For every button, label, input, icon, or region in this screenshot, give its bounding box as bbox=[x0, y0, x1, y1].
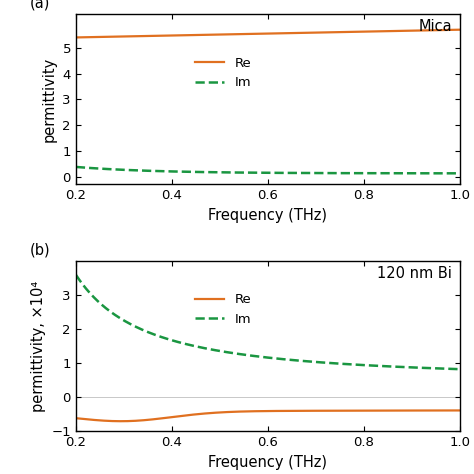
Re bbox=[457, 408, 463, 413]
Re bbox=[142, 417, 147, 423]
Y-axis label: permittivity: permittivity bbox=[42, 57, 57, 142]
Im bbox=[362, 170, 368, 176]
Re bbox=[118, 419, 124, 424]
Im bbox=[299, 358, 305, 364]
Im bbox=[172, 169, 177, 174]
Text: 120 nm Bi: 120 nm Bi bbox=[377, 266, 452, 281]
Re bbox=[172, 33, 177, 38]
Text: (a): (a) bbox=[30, 0, 50, 11]
Re bbox=[329, 29, 335, 35]
Im bbox=[73, 164, 79, 170]
Im bbox=[73, 272, 79, 278]
Re bbox=[330, 408, 336, 413]
Re bbox=[73, 35, 79, 40]
Im bbox=[172, 338, 177, 344]
Im bbox=[246, 170, 252, 175]
Re bbox=[246, 31, 252, 37]
Im bbox=[329, 360, 335, 366]
Im bbox=[362, 362, 368, 368]
Im bbox=[246, 353, 252, 358]
Re bbox=[300, 408, 306, 414]
Re bbox=[457, 27, 463, 33]
Line: Re: Re bbox=[76, 30, 460, 37]
Re bbox=[299, 30, 305, 36]
Re bbox=[73, 415, 79, 421]
Re bbox=[141, 33, 146, 39]
Re bbox=[247, 409, 253, 414]
Im bbox=[141, 328, 146, 333]
Line: Im: Im bbox=[76, 167, 460, 173]
Legend: Re, Im: Re, Im bbox=[190, 288, 257, 331]
Line: Im: Im bbox=[76, 275, 460, 369]
X-axis label: Frequency (THz): Frequency (THz) bbox=[208, 455, 328, 470]
Re bbox=[362, 29, 368, 35]
Text: Mica: Mica bbox=[419, 19, 452, 34]
Re bbox=[363, 408, 368, 413]
Re bbox=[173, 414, 178, 419]
Y-axis label: permittivity, ×10⁴: permittivity, ×10⁴ bbox=[31, 281, 46, 412]
Im bbox=[457, 366, 463, 372]
Legend: Re, Im: Re, Im bbox=[190, 52, 257, 95]
Im bbox=[141, 168, 146, 173]
Im bbox=[457, 171, 463, 176]
X-axis label: Frequency (THz): Frequency (THz) bbox=[208, 208, 328, 223]
Im bbox=[299, 170, 305, 176]
Text: (b): (b) bbox=[30, 243, 50, 258]
Im bbox=[329, 170, 335, 176]
Line: Re: Re bbox=[76, 410, 460, 421]
